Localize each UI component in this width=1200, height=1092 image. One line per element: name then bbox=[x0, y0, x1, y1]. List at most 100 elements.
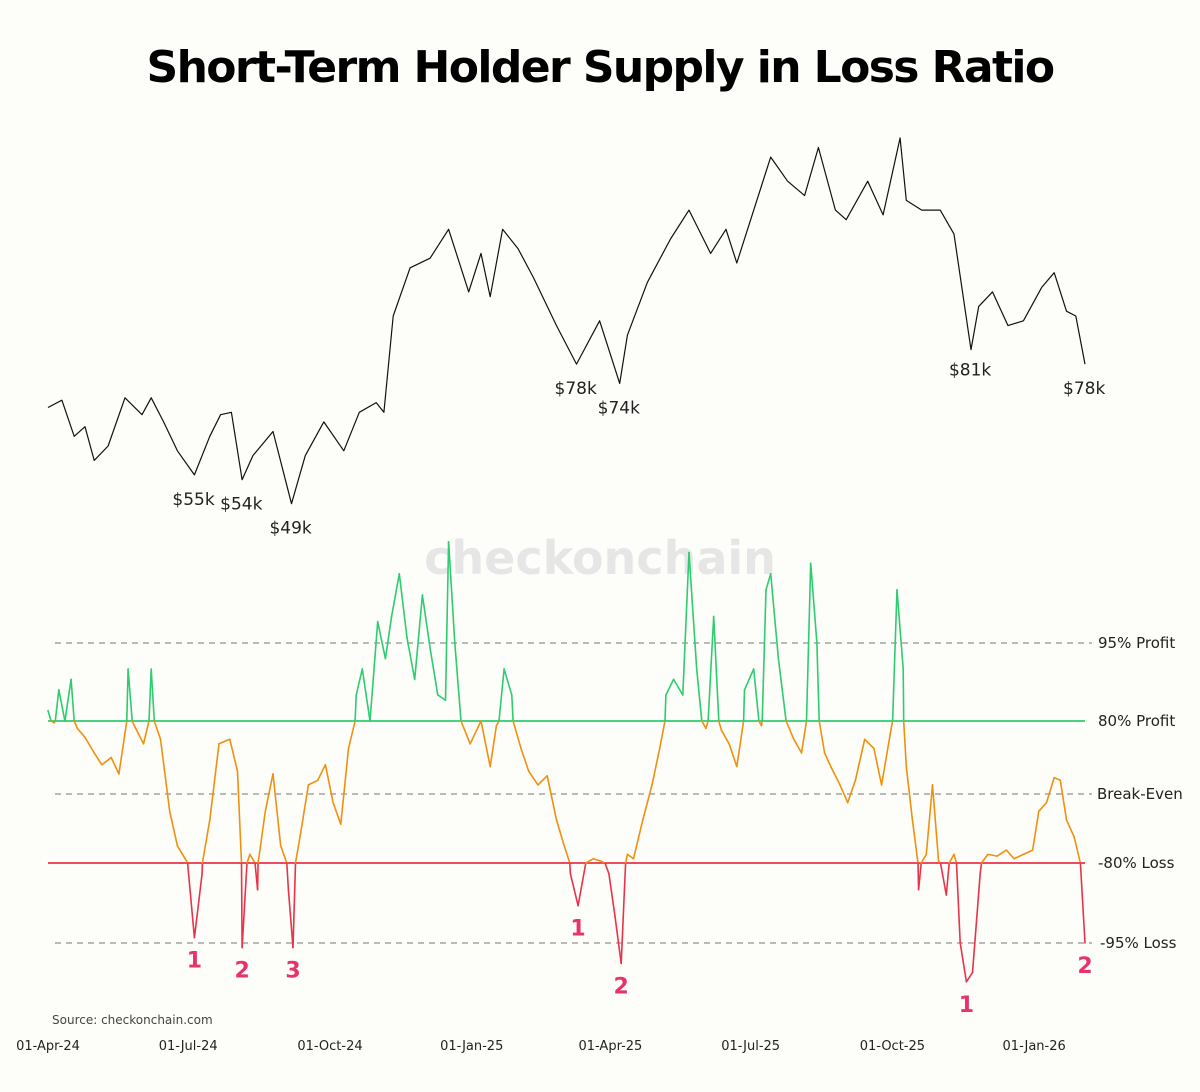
ratio-segment bbox=[76, 727, 86, 739]
ratio-segment bbox=[891, 588, 898, 722]
ratio-segment bbox=[70, 678, 75, 722]
ratio-annotations: 1 2 3 1 2 1 2 bbox=[187, 917, 1093, 1018]
ratio-segment bbox=[324, 763, 334, 804]
ratio-segment bbox=[236, 770, 243, 864]
x-tick-label-7: 01-Jan-26 bbox=[1003, 1039, 1066, 1054]
source-text: Source: checkonchain.com bbox=[52, 1013, 213, 1027]
ratio-segment bbox=[257, 810, 267, 864]
price-line bbox=[47, 137, 1086, 505]
reference-lines: 95% Profit 80% Profit Break-Even -80% Loss -… bbox=[48, 634, 1183, 952]
ratio-segment bbox=[917, 862, 923, 891]
ref-label-3: -80% Loss bbox=[1098, 854, 1175, 872]
ratio-segment bbox=[911, 819, 919, 864]
ratio-segment bbox=[436, 694, 447, 702]
price-annotation-5: $81k bbox=[949, 361, 991, 381]
ratio-segment bbox=[47, 709, 52, 722]
ratio-segment bbox=[1031, 810, 1040, 851]
ratio-segment bbox=[846, 779, 857, 804]
ratio-segment bbox=[608, 872, 616, 918]
ratio-segment bbox=[453, 642, 462, 722]
ratio-segment bbox=[569, 872, 579, 907]
ratio-segment bbox=[159, 738, 171, 813]
x-tick-label-3: 01-Jan-25 bbox=[440, 1039, 503, 1054]
ratio-segment bbox=[769, 572, 780, 660]
ratio-segment bbox=[742, 688, 746, 722]
ratio-segment bbox=[390, 572, 401, 618]
ratio-segment bbox=[672, 678, 684, 696]
ratio-segment bbox=[272, 773, 282, 847]
ratio-segment bbox=[665, 678, 675, 696]
ratio-segment bbox=[168, 810, 179, 847]
ratio-segment bbox=[863, 738, 875, 750]
ratio-segment bbox=[728, 742, 738, 768]
ratio-segment bbox=[421, 594, 431, 650]
ratio-segment bbox=[444, 541, 450, 702]
ratio-segment bbox=[752, 668, 760, 722]
ratio-segment bbox=[299, 784, 310, 834]
ratio-annotation-0: 1 bbox=[187, 949, 202, 974]
ratio-segment bbox=[920, 853, 928, 864]
ratio-segment bbox=[126, 668, 129, 722]
ratio-segment bbox=[980, 853, 989, 864]
ratio-segment bbox=[805, 562, 812, 722]
x-tick-label-0: 01-Apr-24 bbox=[16, 1039, 80, 1054]
ratio-segment bbox=[339, 747, 350, 826]
ratio-segment bbox=[54, 688, 60, 722]
ratio-segment bbox=[447, 541, 456, 644]
ratio-segment bbox=[880, 729, 892, 786]
ratio-segment bbox=[818, 720, 826, 754]
ratio-segment bbox=[279, 844, 288, 864]
ratio-segment bbox=[987, 853, 999, 857]
ratio-segment bbox=[945, 862, 951, 896]
ratio-segment bbox=[1065, 819, 1075, 838]
ratio-segment bbox=[264, 773, 274, 813]
x-axis: 01-Apr-24 01-Jul-24 01-Oct-24 01-Jan-25 01-A… bbox=[16, 1039, 1066, 1054]
ratio-segment bbox=[620, 862, 627, 965]
ratio-segment bbox=[614, 915, 623, 965]
ratio-segment bbox=[110, 756, 120, 775]
ratio-annotation-5: 1 bbox=[959, 993, 974, 1018]
ratio-segment bbox=[712, 615, 720, 722]
ratio-segment bbox=[480, 720, 492, 768]
ratio-segment bbox=[584, 857, 595, 864]
ratio-segment bbox=[369, 620, 379, 722]
ratio-segment bbox=[953, 853, 958, 864]
ratio-segment bbox=[176, 844, 186, 860]
ratio-segment bbox=[902, 668, 905, 722]
ratio-segment bbox=[520, 747, 530, 773]
ratio-segment bbox=[201, 819, 211, 864]
ratio-segment bbox=[218, 738, 231, 745]
x-tick-label-6: 01-Oct-25 bbox=[860, 1039, 925, 1054]
ratio-segment bbox=[546, 774, 558, 821]
ratio-segment bbox=[948, 853, 955, 864]
ratio-segment bbox=[955, 862, 962, 944]
ratio-segment bbox=[240, 862, 243, 949]
ratio-segment bbox=[498, 668, 505, 722]
ratio-segment bbox=[118, 720, 128, 775]
ratio-segment bbox=[503, 668, 513, 696]
ref-label-2: Break-Even bbox=[1097, 785, 1183, 803]
ratio-segment bbox=[292, 862, 297, 949]
ratio-segment bbox=[1073, 836, 1082, 864]
ratio-segment bbox=[101, 756, 112, 766]
ratio-segment bbox=[624, 853, 629, 864]
ratio-segment bbox=[931, 784, 940, 863]
ratio-segment bbox=[717, 720, 723, 731]
ratio-segment bbox=[354, 694, 358, 722]
ratio-segment bbox=[743, 668, 755, 691]
ratio-annotation-4: 2 bbox=[614, 975, 629, 1000]
ratio-segment bbox=[792, 738, 803, 754]
ratio-segment bbox=[890, 720, 894, 731]
ratio-segment bbox=[287, 888, 294, 949]
ratio-segment bbox=[651, 747, 661, 786]
ratio-segment bbox=[765, 572, 772, 591]
ratio-annotation-3: 1 bbox=[570, 917, 585, 942]
x-tick-label-5: 01-Jul-25 bbox=[721, 1039, 780, 1054]
ratio-segment bbox=[73, 720, 79, 730]
ratio-segment bbox=[785, 720, 795, 741]
ratio-segment bbox=[150, 668, 156, 722]
ratio-segment bbox=[925, 784, 934, 856]
price-annotation-4: $74k bbox=[598, 398, 640, 418]
ratio-segment bbox=[896, 588, 905, 670]
